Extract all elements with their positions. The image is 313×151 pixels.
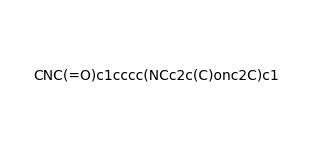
Text: CNC(=O)c1cccc(NCc2c(C)onc2C)c1: CNC(=O)c1cccc(NCc2c(C)onc2C)c1 bbox=[33, 69, 280, 82]
